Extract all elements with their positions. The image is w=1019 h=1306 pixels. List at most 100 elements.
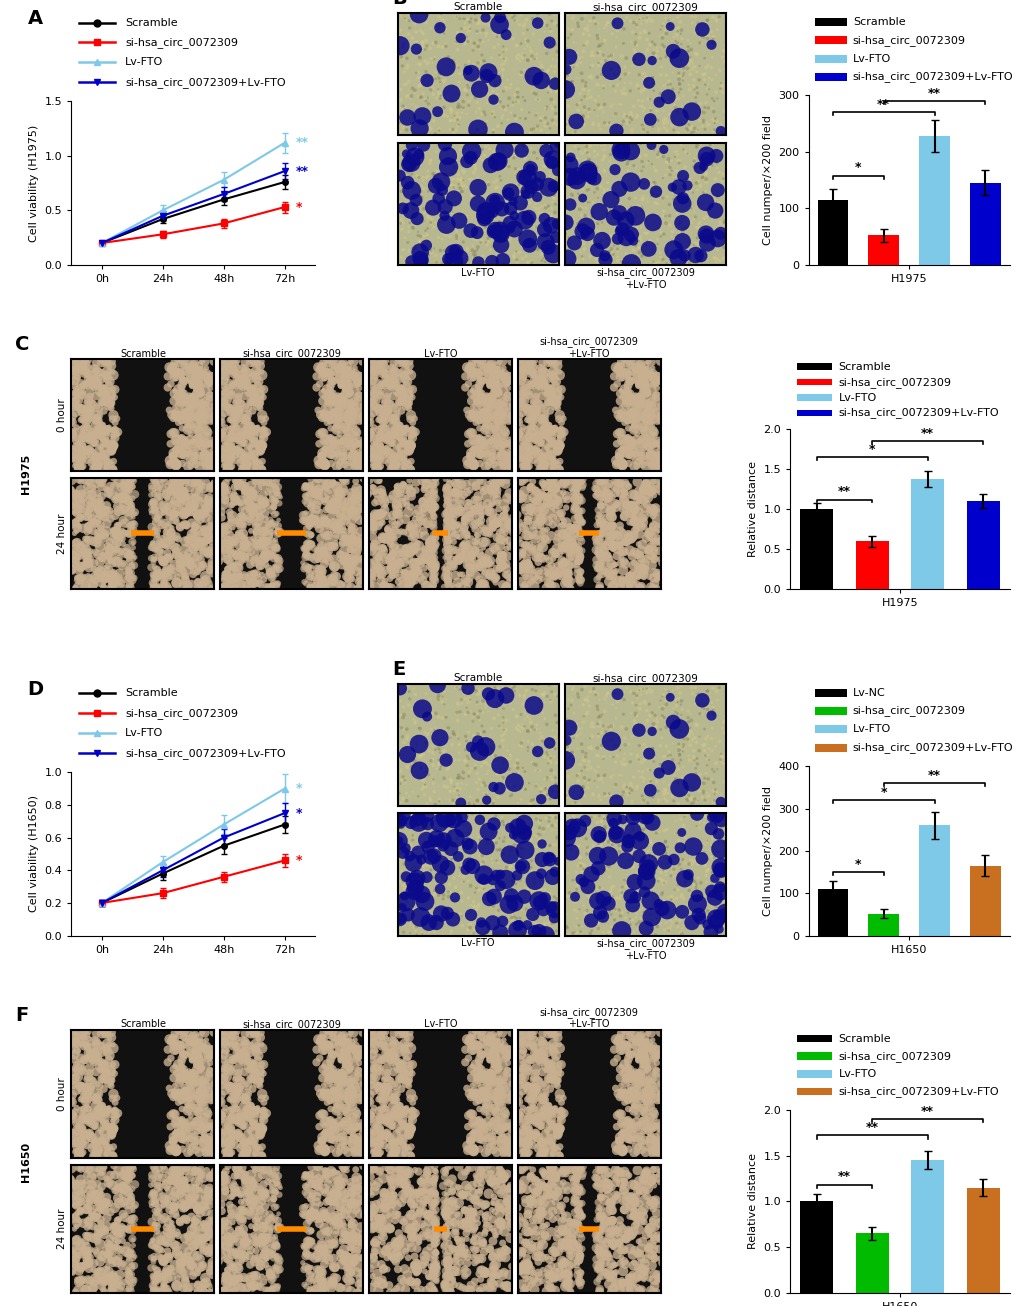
Point	[639, 524, 655, 545]
Point	[249, 1218, 265, 1239]
Point	[112, 1216, 128, 1237]
Point	[574, 500, 590, 521]
Point	[689, 82, 705, 103]
Point	[665, 896, 682, 917]
Point	[661, 760, 678, 781]
Point	[694, 20, 710, 40]
Point	[673, 767, 689, 788]
Point	[604, 827, 621, 848]
Point	[176, 504, 193, 525]
Point	[471, 835, 487, 855]
Point	[497, 422, 514, 443]
Point	[569, 713, 585, 734]
Point	[535, 1089, 551, 1110]
Point	[424, 1268, 440, 1289]
Point	[205, 471, 221, 492]
Point	[233, 1114, 250, 1135]
Point	[478, 486, 494, 507]
Point	[412, 757, 428, 778]
Point	[231, 428, 248, 449]
Point	[608, 478, 625, 499]
Point	[90, 1100, 106, 1121]
Point	[716, 849, 733, 870]
Point	[625, 1200, 641, 1221]
Point	[338, 1246, 355, 1267]
Point	[331, 508, 347, 529]
Point	[643, 1255, 659, 1276]
Point	[193, 1089, 209, 1110]
Point	[668, 108, 685, 129]
Point	[180, 1187, 197, 1208]
Point	[513, 1179, 529, 1200]
Point	[633, 576, 649, 597]
Point	[654, 684, 671, 705]
Point	[337, 526, 354, 547]
Point	[520, 436, 536, 457]
Point	[338, 428, 355, 449]
Point	[254, 379, 270, 400]
Point	[472, 430, 488, 451]
Point	[440, 1250, 457, 1271]
Point	[507, 868, 524, 889]
Point	[151, 474, 167, 495]
Point	[646, 453, 662, 474]
Point	[601, 720, 618, 741]
Point	[201, 1224, 217, 1245]
Point	[497, 720, 514, 741]
Point	[186, 409, 203, 430]
Point	[406, 1246, 422, 1267]
Point	[368, 1067, 384, 1088]
Point	[333, 554, 350, 575]
Point	[421, 532, 437, 552]
Point	[596, 546, 612, 567]
Point	[157, 1171, 173, 1192]
Point	[614, 825, 631, 846]
Point	[306, 1175, 322, 1196]
Point	[168, 526, 184, 547]
Point	[685, 793, 701, 814]
Point	[95, 379, 111, 400]
Point	[458, 60, 474, 81]
Point	[432, 841, 448, 862]
Point	[455, 750, 472, 771]
Point	[212, 1234, 228, 1255]
Point	[398, 729, 415, 750]
Point	[294, 1198, 311, 1218]
Point	[322, 366, 338, 387]
Point	[472, 498, 488, 518]
Point	[198, 503, 214, 524]
Point	[580, 149, 596, 170]
Point	[211, 448, 227, 469]
Point	[716, 35, 733, 56]
Point	[489, 1166, 505, 1187]
Point	[222, 1081, 238, 1102]
Point	[512, 206, 528, 227]
Point	[200, 545, 216, 565]
Point	[636, 222, 652, 243]
Point	[699, 9, 715, 30]
Point	[355, 468, 371, 488]
Point	[173, 410, 190, 431]
Point	[647, 448, 663, 469]
Point	[680, 37, 696, 57]
Point	[147, 500, 163, 521]
Point	[298, 1220, 314, 1241]
Point	[596, 30, 612, 51]
Point	[647, 252, 663, 273]
Point	[528, 1077, 544, 1098]
Point	[242, 1096, 258, 1117]
Point	[621, 370, 637, 390]
Point	[543, 575, 559, 596]
Point	[708, 158, 725, 179]
Point	[622, 355, 638, 376]
Point	[571, 47, 587, 68]
Point	[441, 1267, 458, 1288]
Point	[524, 8, 540, 29]
Point	[648, 1168, 664, 1188]
Point	[107, 379, 123, 400]
Point	[558, 1179, 575, 1200]
Point	[453, 521, 470, 542]
Point	[148, 1272, 164, 1293]
Point	[343, 372, 360, 393]
Point	[698, 149, 714, 170]
